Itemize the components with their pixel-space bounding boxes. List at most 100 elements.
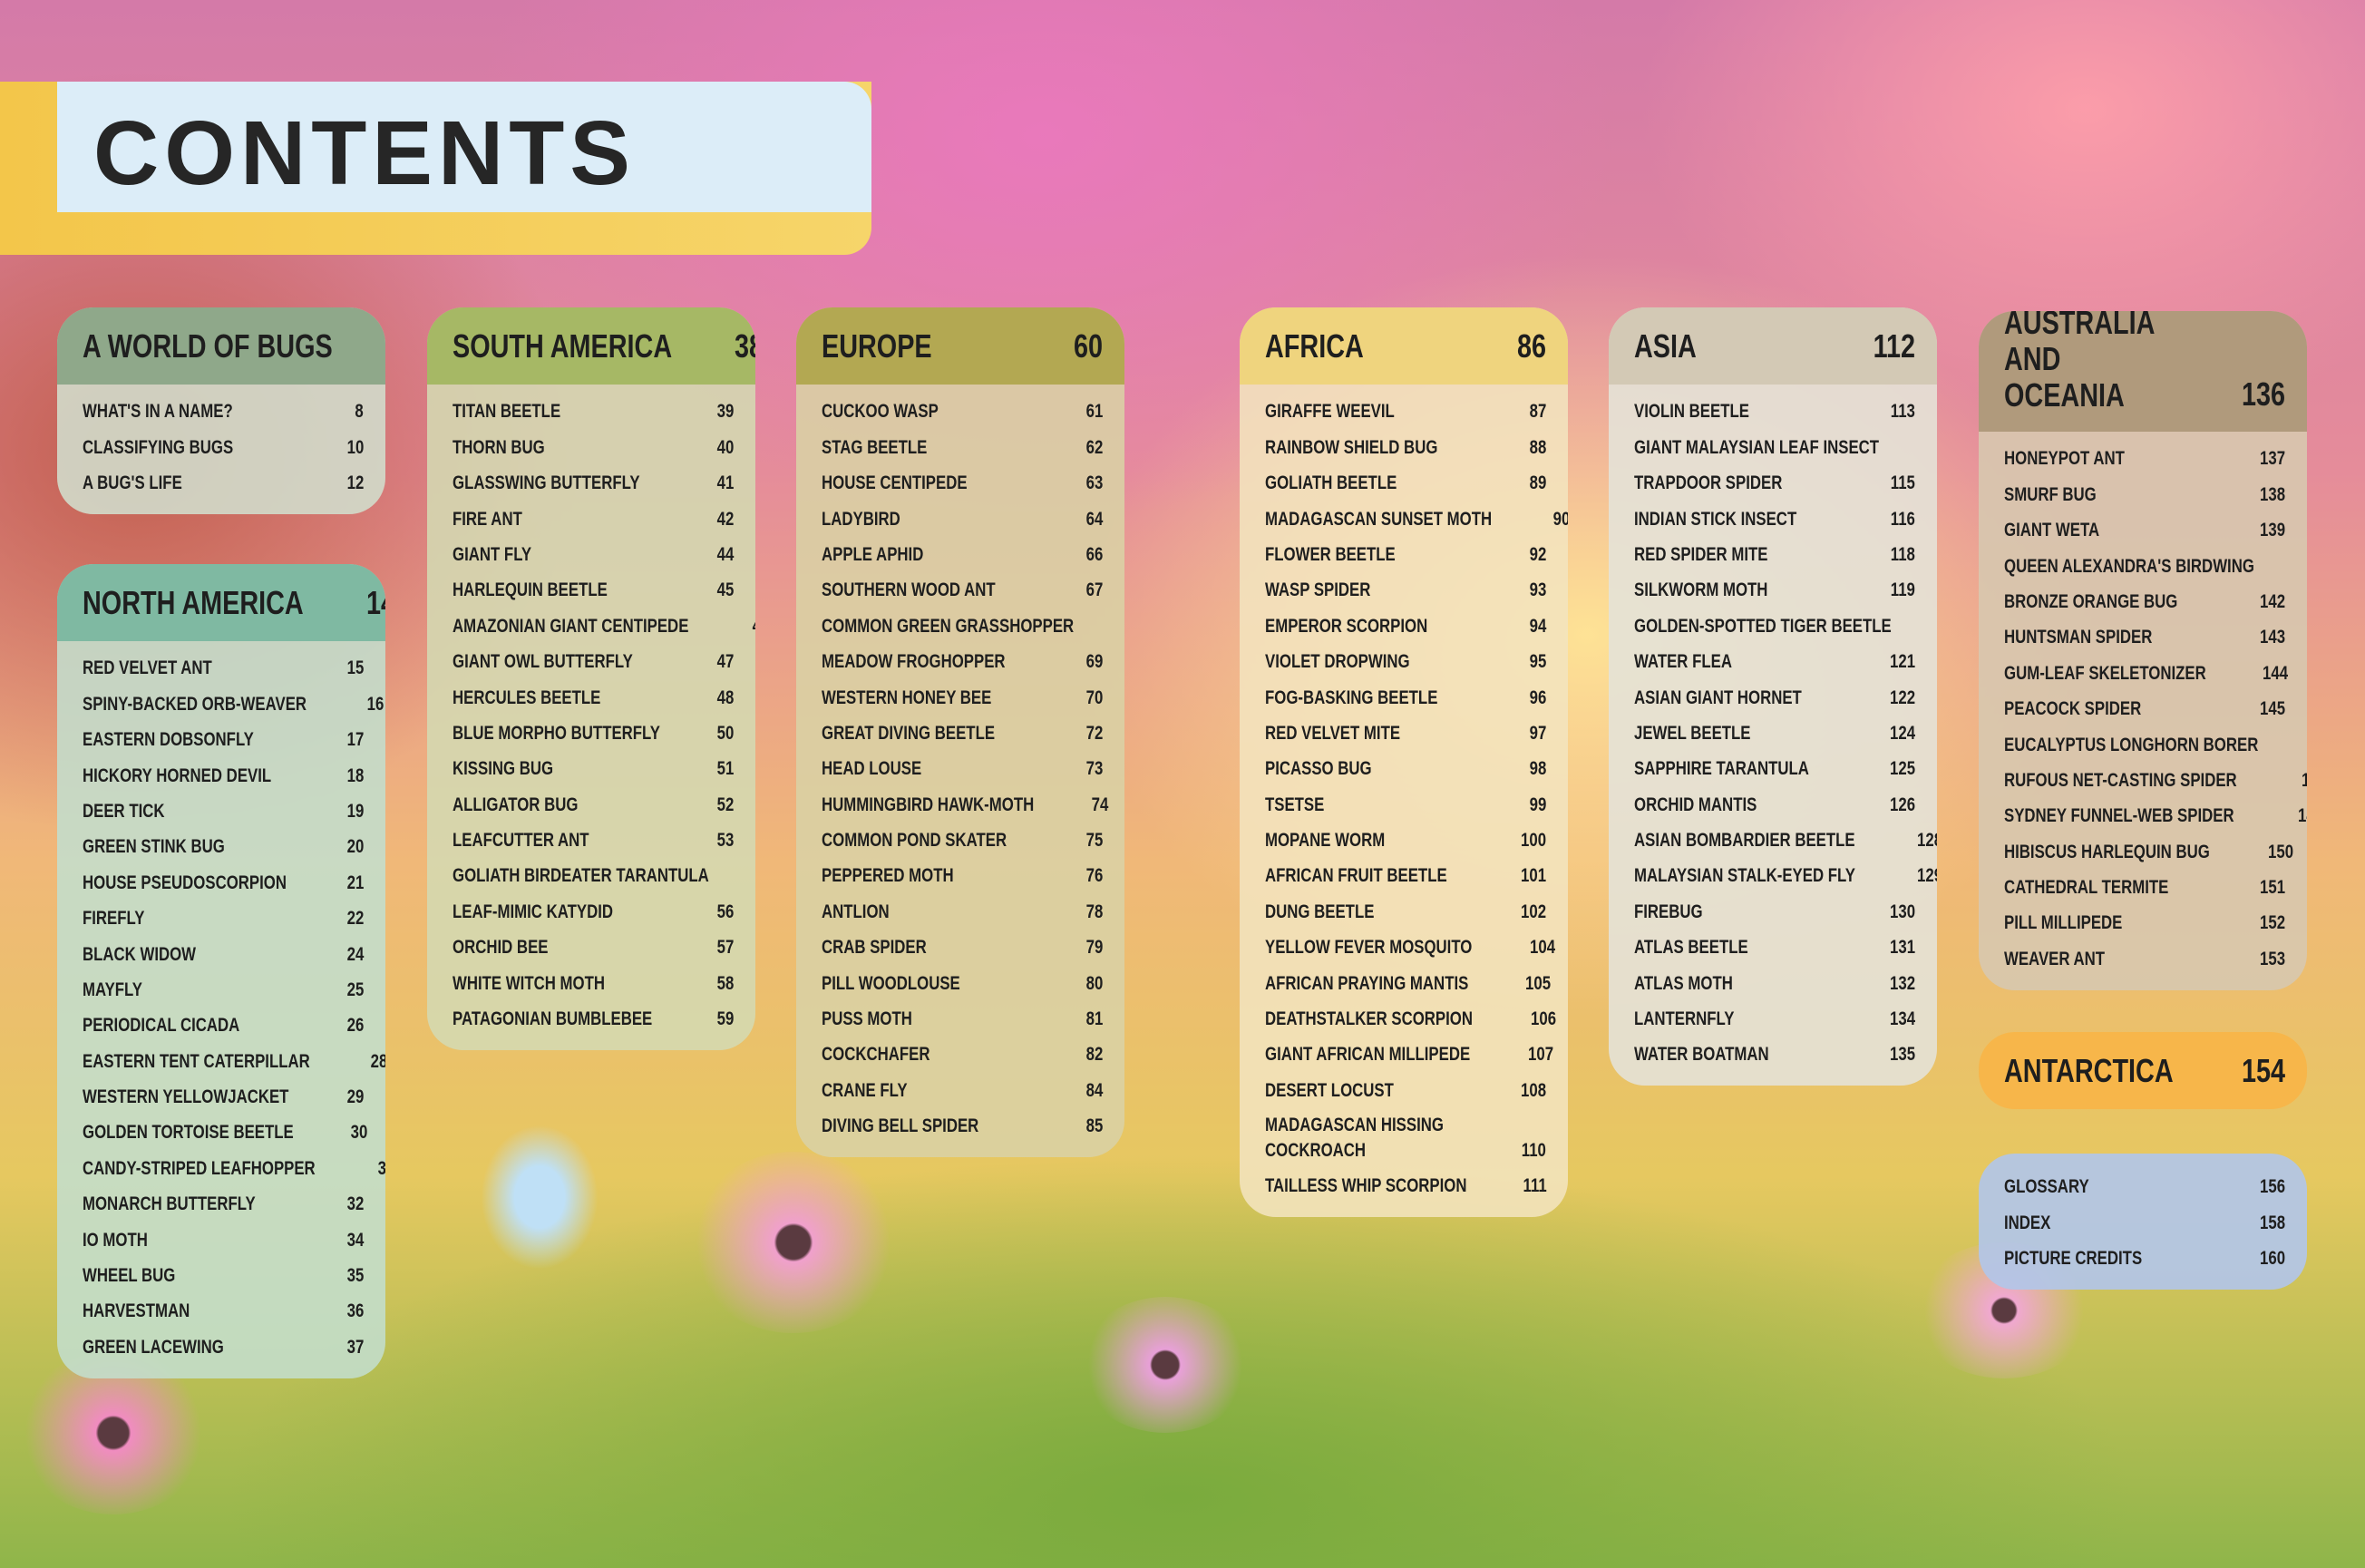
toc-entry[interactable]: MALAYSIAN STALK-EYED FLY 129 [1634, 859, 1937, 894]
toc-entry[interactable]: WHITE WITCH MOTH 58 [453, 966, 734, 1001]
toc-entry[interactable]: GIANT FLY 44 [453, 538, 734, 573]
toc-entry[interactable]: RUFOUS NET-CASTING SPIDER 147 [2004, 764, 2307, 799]
toc-entry[interactable]: DEATHSTALKER SCORPION 106 [1265, 1002, 1556, 1037]
toc-entry[interactable]: LEAF-MIMIC KATYDID 56 [453, 894, 734, 930]
toc-entry[interactable]: MAYFLY 25 [83, 973, 364, 1008]
toc-entry[interactable]: CATHEDRAL TERMITE 151 [2004, 871, 2285, 906]
toc-entry[interactable]: DUNG BEETLE 102 [1265, 894, 1546, 930]
toc-entry[interactable]: ORCHID MANTIS 126 [1634, 787, 1915, 823]
toc-entry[interactable]: SAPPHIRE TARANTULA 125 [1634, 752, 1915, 787]
toc-entry[interactable]: GOLDEN-SPOTTED TIGER BEETLE120 [1634, 609, 1915, 644]
toc-entry[interactable]: KISSING BUG 51 [453, 752, 734, 787]
toc-entry[interactable]: CLASSIFYING BUGS 10 [83, 430, 364, 465]
toc-entry[interactable]: ALLIGATOR BUG 52 [453, 787, 734, 823]
toc-entry[interactable]: HUMMINGBIRD HAWK-MOTH 74 [822, 787, 1108, 823]
toc-entry[interactable]: SMURF BUG 138 [2004, 477, 2285, 512]
toc-entry[interactable]: TITAN BEETLE 39 [453, 394, 734, 430]
toc-entry[interactable]: TAILLESS WHIP SCORPION 111 [1265, 1169, 1547, 1204]
toc-entry[interactable]: HOUSE CENTIPEDE 63 [822, 466, 1103, 502]
toc-entry[interactable]: INDEX 158 [2004, 1205, 2285, 1241]
toc-entry[interactable]: GIANT OWL BUTTERFLY 47 [453, 645, 734, 680]
toc-entry[interactable]: JEWEL BEETLE 124 [1634, 716, 1915, 752]
toc-entry[interactable]: RED VELVET ANT 15 [83, 651, 364, 687]
toc-entry[interactable]: MADAGASCAN HISSING COCKROACH 110 [1265, 1109, 1546, 1169]
section-header[interactable]: AUSTRALIA AND OCEANIA 136 [1979, 311, 2307, 432]
toc-entry[interactable]: AMAZONIAN GIANT CENTIPEDE 46 [453, 609, 755, 644]
toc-entry[interactable]: GIRAFFE WEEVIL 87 [1265, 394, 1546, 430]
toc-entry[interactable]: HONEYPOT ANT 137 [2004, 442, 2285, 477]
toc-entry[interactable]: PEPPERED MOTH 76 [822, 859, 1103, 894]
toc-entry[interactable]: BRONZE ORANGE BUG 142 [2004, 585, 2285, 620]
toc-entry[interactable]: EUCALYPTUS LONGHORN BORER146 [2004, 727, 2285, 763]
section-header[interactable]: A WORLD OF BUGS6 [57, 307, 385, 385]
toc-entry[interactable]: WASP SPIDER 93 [1265, 573, 1546, 609]
toc-entry[interactable]: QUEEN ALEXANDRA'S BIRDWING140 [2004, 549, 2285, 584]
toc-entry[interactable]: COMMON GREEN GRASSHOPPER68 [822, 609, 1103, 644]
toc-entry[interactable]: RED VELVET MITE 97 [1265, 716, 1546, 752]
toc-entry[interactable]: HEAD LOUSE 73 [822, 752, 1103, 787]
toc-entry[interactable]: ATLAS BEETLE 131 [1634, 930, 1915, 966]
toc-entry[interactable]: GREEN LACEWING 37 [83, 1329, 364, 1365]
toc-entry[interactable]: PATAGONIAN BUMBLEBEE 59 [453, 1002, 734, 1037]
toc-entry[interactable]: WESTERN HONEY BEE 70 [822, 680, 1103, 716]
toc-entry[interactable]: EASTERN DOBSONFLY 17 [83, 723, 364, 758]
toc-entry[interactable]: APPLE APHID 66 [822, 538, 1103, 573]
toc-entry[interactable]: EMPEROR SCORPION 94 [1265, 609, 1546, 644]
toc-entry[interactable]: WEAVER ANT 153 [2004, 941, 2285, 977]
toc-entry[interactable]: BLACK WIDOW 24 [83, 937, 364, 972]
toc-entry[interactable]: CRANE FLY 84 [822, 1073, 1103, 1108]
toc-entry[interactable]: TSETSE 99 [1265, 787, 1546, 823]
toc-entry[interactable]: WESTERN YELLOWJACKET 29 [83, 1080, 364, 1115]
toc-entry[interactable]: WHAT'S IN A NAME? 8 [83, 394, 364, 430]
toc-entry[interactable]: AFRICAN PRAYING MANTIS 105 [1265, 966, 1551, 1001]
toc-entry[interactable]: GIANT MALAYSIAN LEAF INSECT114 [1634, 430, 1915, 465]
toc-entry[interactable]: HARVESTMAN 36 [83, 1294, 364, 1329]
toc-entry[interactable]: BLUE MORPHO BUTTERFLY 50 [453, 716, 734, 752]
toc-entry[interactable]: VIOLET DROPWING 95 [1265, 645, 1546, 680]
toc-entry[interactable]: VIOLIN BEETLE 113 [1634, 394, 1915, 430]
toc-entry[interactable]: THORN BUG 40 [453, 430, 734, 465]
toc-entry[interactable]: GOLIATH BIRDEATER TARANTULA54 [453, 859, 734, 894]
toc-entry[interactable]: ASIAN GIANT HORNET 122 [1634, 680, 1915, 716]
toc-entry[interactable]: FLOWER BEETLE 92 [1265, 538, 1546, 573]
toc-entry[interactable]: WHEEL BUG 35 [83, 1259, 364, 1294]
toc-entry[interactable]: COCKCHAFER 82 [822, 1037, 1103, 1073]
toc-entry[interactable]: RED SPIDER MITE 118 [1634, 538, 1915, 573]
toc-entry[interactable]: RAINBOW SHIELD BUG 88 [1265, 430, 1546, 465]
toc-entry[interactable]: CUCKOO WASP 61 [822, 394, 1103, 430]
toc-entry[interactable]: SOUTHERN WOOD ANT 67 [822, 573, 1103, 609]
section-header[interactable]: ASIA 112 [1609, 307, 1937, 385]
section-header[interactable]: NORTH AMERICA 14 [57, 564, 385, 641]
toc-entry[interactable]: GLOSSARY 156 [2004, 1170, 2285, 1205]
toc-entry[interactable]: HICKORY HORNED DEVIL 18 [83, 758, 364, 794]
toc-entry[interactable]: DIVING BELL SPIDER 85 [822, 1109, 1103, 1144]
toc-entry[interactable]: COMMON POND SKATER 75 [822, 823, 1103, 859]
toc-entry[interactable]: WATER BOATMAN 135 [1634, 1037, 1915, 1073]
toc-entry[interactable]: STAG BEETLE 62 [822, 430, 1103, 465]
section-header[interactable]: EUROPE 60 [796, 307, 1124, 385]
section-header[interactable]: ANTARCTICA 154 [1979, 1032, 2307, 1109]
toc-entry[interactable]: HERCULES BEETLE 48 [453, 680, 734, 716]
toc-entry[interactable]: SYDNEY FUNNEL-WEB SPIDER 148 [2004, 799, 2307, 834]
toc-entry[interactable]: SILKWORM MOTH 119 [1634, 573, 1915, 609]
toc-entry[interactable]: HOUSE PSEUDOSCORPION 21 [83, 865, 364, 901]
toc-entry[interactable]: GREAT DIVING BEETLE 72 [822, 716, 1103, 752]
toc-entry[interactable]: PICASSO BUG 98 [1265, 752, 1546, 787]
toc-entry[interactable]: DESERT LOCUST 108 [1265, 1073, 1546, 1108]
toc-entry[interactable]: GOLDEN TORTOISE BEETLE 30 [83, 1115, 367, 1151]
toc-entry[interactable]: LADYBIRD 64 [822, 502, 1103, 537]
toc-entry[interactable]: ATLAS MOTH 132 [1634, 966, 1915, 1001]
toc-entry[interactable]: HARLEQUIN BEETLE 45 [453, 573, 734, 609]
toc-entry[interactable]: TRAPDOOR SPIDER 115 [1634, 466, 1915, 502]
toc-entry[interactable]: ORCHID BEE 57 [453, 930, 734, 966]
toc-entry[interactable]: ANTLION 78 [822, 894, 1103, 930]
toc-entry[interactable]: SPINY-BACKED ORB-WEAVER 16 [83, 687, 384, 722]
toc-entry[interactable]: FIREFLY 22 [83, 901, 364, 937]
toc-entry[interactable]: LANTERNFLY 134 [1634, 1002, 1915, 1037]
toc-entry[interactable]: CRAB SPIDER 79 [822, 930, 1103, 966]
toc-entry[interactable]: GLASSWING BUTTERFLY 41 [453, 466, 734, 502]
toc-entry[interactable]: INDIAN STICK INSECT 116 [1634, 502, 1915, 537]
toc-entry[interactable]: PICTURE CREDITS 160 [2004, 1242, 2285, 1277]
toc-entry[interactable]: FOG-BASKING BEETLE 96 [1265, 680, 1546, 716]
toc-entry[interactable]: MONARCH BUTTERFLY 32 [83, 1187, 364, 1222]
